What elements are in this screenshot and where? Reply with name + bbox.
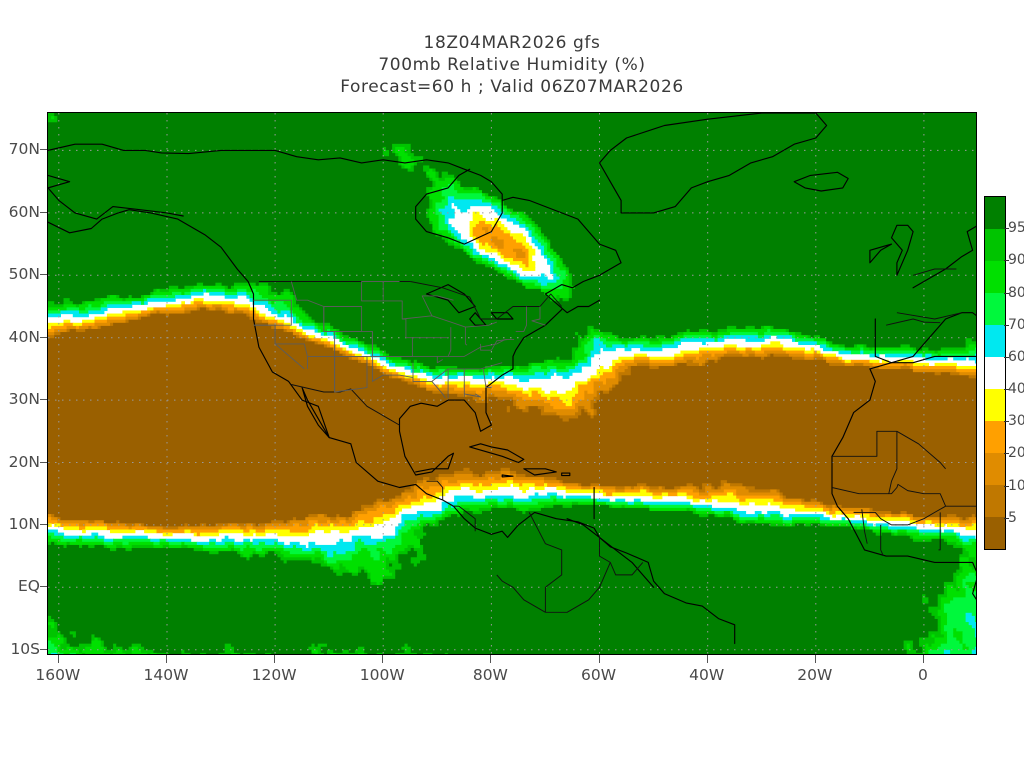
y-tick-mark <box>40 274 47 276</box>
y-tick-label: EQ <box>18 577 40 596</box>
title-line-variable: 700mb Relative Humidity (%) <box>378 55 646 75</box>
x-tick-mark <box>922 655 924 663</box>
y-tick-label: 50N <box>8 265 40 284</box>
plot-frame <box>47 112 977 655</box>
x-tick-label: 80W <box>472 666 508 684</box>
colorbar-band <box>985 421 1005 453</box>
colorbar-tick-label: 60 <box>1008 348 1024 365</box>
title-line-model: 18Z04MAR2026 gfs <box>423 33 601 53</box>
colorbar-tick-mark <box>1004 324 1009 326</box>
x-tick-label: 140W <box>143 666 189 684</box>
colorbar-band <box>985 357 1005 389</box>
colorbar-labels: 95 90 80 70 60 40 30 20 10 5 <box>1008 196 1024 550</box>
colorbar-tick-mark <box>1004 228 1009 230</box>
colorbar-tick-mark <box>1004 389 1009 391</box>
colorbar-tick-label: 90 <box>1008 252 1024 269</box>
x-tick-mark <box>165 655 167 663</box>
y-tick-mark <box>40 461 47 463</box>
x-tick-label: 160W <box>35 666 81 684</box>
y-tick-mark <box>40 648 47 650</box>
y-tick-label: 10N <box>8 514 40 533</box>
colorbar-band <box>985 485 1005 517</box>
colorbar-band <box>985 517 1005 549</box>
y-tick-label: 10S <box>10 639 40 658</box>
y-tick-label: 40N <box>8 327 40 346</box>
y-tick-mark <box>40 586 47 588</box>
y-tick-label: 60N <box>8 202 40 221</box>
humidity-field-svg <box>48 113 976 654</box>
chart-title-block: 18Z04MAR2026 gfs 700mb Relative Humidity… <box>0 32 1024 98</box>
y-tick-label: 70N <box>8 140 40 159</box>
y-tick-mark <box>40 523 47 525</box>
colorbar-tick-mark <box>1004 356 1009 358</box>
y-tick-mark <box>40 149 47 151</box>
y-tick-label: 30N <box>8 390 40 409</box>
colorbar-tick-mark <box>1004 260 1009 262</box>
colorbar-band <box>985 197 1005 229</box>
y-tick-mark <box>40 211 47 213</box>
x-tick-label: 40W <box>689 666 725 684</box>
x-tick-label: 100W <box>359 666 405 684</box>
x-tick-label: 20W <box>797 666 833 684</box>
colorbar-tick-label: 40 <box>1008 381 1024 398</box>
colorbar-band <box>985 389 1005 421</box>
colorbar-tick-label: 80 <box>1008 284 1024 301</box>
map-plot-area <box>47 112 977 655</box>
x-tick-mark <box>382 655 384 663</box>
colorbar-tick-mark <box>1004 485 1009 487</box>
colorbar-band <box>985 293 1005 325</box>
colorbar-tick-label: 5 <box>1008 509 1017 526</box>
colorbar-tick-label: 10 <box>1008 477 1024 494</box>
colorbar-tick-mark <box>1004 421 1009 423</box>
x-tick-mark <box>57 655 59 663</box>
colorbar-band <box>985 453 1005 485</box>
y-tick-mark <box>40 336 47 338</box>
colorbar-tick-label: 30 <box>1008 413 1024 430</box>
colorbar-tick-label: 95 <box>1008 220 1024 237</box>
y-tick-mark <box>40 399 47 401</box>
x-tick-label: 60W <box>580 666 617 684</box>
colorbar-tick-mark <box>1004 292 1009 294</box>
y-tick-label: 20N <box>8 452 40 471</box>
x-tick-mark <box>274 655 276 663</box>
colorbar-band <box>985 261 1005 293</box>
colorbar <box>984 196 1006 550</box>
x-tick-label: 120W <box>251 666 297 684</box>
x-tick-mark <box>598 655 600 663</box>
x-tick-label: 0 <box>917 666 928 684</box>
colorbar-tick-label: 70 <box>1008 316 1024 333</box>
colorbar-tick-mark <box>1004 453 1009 455</box>
x-tick-mark <box>814 655 816 663</box>
colorbar-band <box>985 229 1005 261</box>
colorbar-tick-mark <box>1004 517 1009 519</box>
title-line-forecast: Forecast=60 h ; Valid 06Z07MAR2026 <box>340 77 684 97</box>
x-tick-mark <box>706 655 708 663</box>
x-tick-mark <box>490 655 492 663</box>
colorbar-band <box>985 325 1005 357</box>
colorbar-tick-label: 20 <box>1008 445 1024 462</box>
